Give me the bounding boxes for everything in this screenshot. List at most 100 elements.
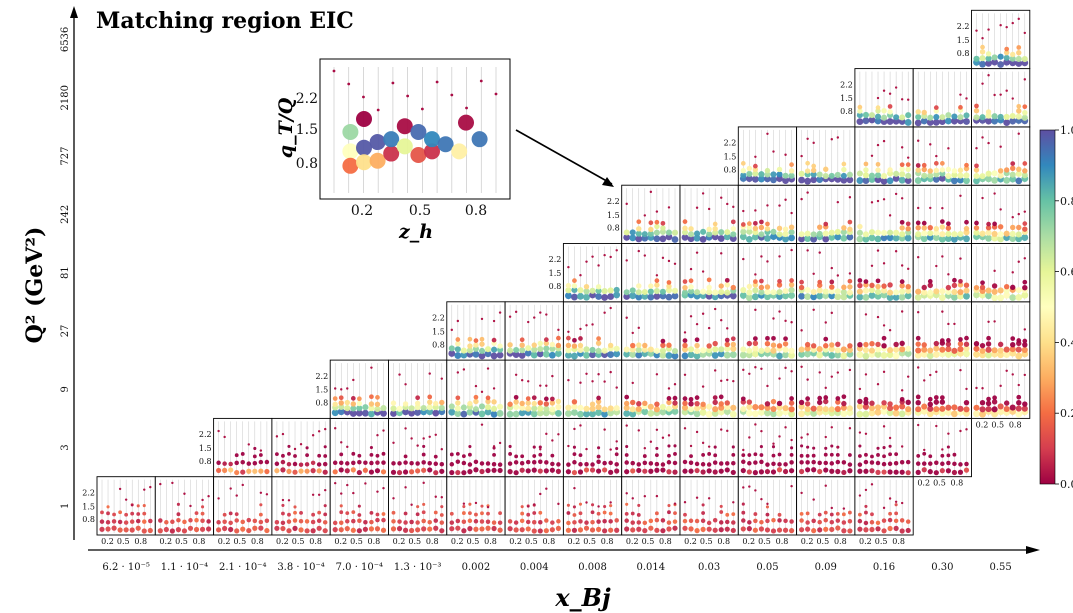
- panel-point: [713, 445, 717, 449]
- panel-point: [623, 350, 631, 358]
- panel-point: [979, 342, 986, 349]
- panel-q4-x15: [971, 243, 1031, 303]
- panel-point: [862, 231, 869, 238]
- panel-point: [648, 525, 654, 531]
- panel-point: [997, 168, 1004, 174]
- panel-point: [1015, 170, 1022, 177]
- panel-point: [712, 406, 719, 413]
- panel-point: [973, 177, 980, 185]
- panel-point: [216, 467, 222, 474]
- panel-point: [654, 453, 659, 458]
- panel-point-high: [689, 267, 693, 271]
- panel-point: [460, 351, 468, 359]
- colorbar-ticks: 0.00.20.40.60.81.0: [1055, 124, 1073, 491]
- panel-point: [654, 517, 660, 523]
- panel-point: [601, 347, 608, 354]
- panel-point: [788, 400, 795, 406]
- panel-point: [176, 512, 181, 517]
- panel-point: [590, 462, 595, 467]
- panel-point: [466, 347, 473, 354]
- panel-point-high: [567, 378, 570, 382]
- panel-point: [997, 341, 1004, 348]
- panel-point-high: [981, 82, 984, 85]
- panel-point-high: [790, 248, 793, 252]
- panel-point: [636, 462, 642, 467]
- panel-point: [206, 526, 212, 532]
- panel-xtick-label: 0.5: [117, 537, 130, 546]
- panel-point: [899, 518, 905, 523]
- panel-point: [556, 519, 561, 524]
- panel-point: [653, 288, 660, 295]
- panel-point: [823, 343, 829, 349]
- panel-point-high: [800, 329, 803, 332]
- panel-point: [1016, 400, 1022, 406]
- panel-point: [946, 445, 950, 449]
- panel-point: [286, 519, 292, 524]
- panel-point: [751, 233, 759, 241]
- panel-xtick-label: 0.5: [700, 537, 713, 546]
- panel-point: [847, 278, 853, 284]
- panel-point-high: [754, 273, 757, 276]
- panel-point: [840, 176, 848, 184]
- panel-point-high: [434, 495, 437, 498]
- panel-point-high: [334, 387, 337, 390]
- panel-point: [310, 460, 316, 466]
- panel-point: [337, 408, 345, 416]
- panel-point: [940, 338, 945, 343]
- panel-point: [525, 400, 531, 406]
- panel-point: [700, 401, 706, 408]
- panel-point-high: [1023, 31, 1026, 35]
- panel-point: [706, 343, 712, 349]
- panel-point-high: [567, 444, 570, 448]
- panel-point: [350, 527, 356, 533]
- panel-point: [356, 405, 363, 412]
- panel-point: [740, 172, 747, 179]
- panel-point: [589, 351, 596, 359]
- panel-point: [730, 226, 736, 232]
- panel-q5-x14: [912, 184, 972, 244]
- panel-point: [240, 526, 246, 532]
- panel-point: [374, 406, 381, 413]
- panel-point-high: [643, 254, 647, 257]
- panel-point: [951, 404, 958, 411]
- panel-point: [985, 175, 992, 183]
- inset-panel: 0.81.52.20.2 0.5 0.8 q_T/Q z_h: [275, 58, 511, 243]
- panel-point-high: [784, 198, 787, 201]
- x-bin-label: 0.09: [815, 562, 837, 573]
- panel-point: [142, 511, 147, 516]
- panel-point: [979, 114, 986, 121]
- panel-point: [771, 517, 776, 523]
- panel-q8-x15: 0.81.52.2: [957, 9, 1031, 70]
- panel-point: [519, 460, 525, 466]
- panel-point: [863, 341, 869, 348]
- panel-point: [448, 345, 455, 352]
- panel-point: [699, 409, 707, 416]
- panel-point: [940, 395, 945, 400]
- panel-point: [789, 162, 794, 167]
- panel-point: [1003, 346, 1010, 353]
- panel-point: [629, 287, 636, 294]
- panel-point: [758, 289, 765, 296]
- panel-point: [783, 462, 788, 467]
- panel-point: [776, 343, 783, 349]
- panel-point: [752, 170, 759, 177]
- panel-point: [222, 519, 227, 524]
- panel-point: [228, 467, 234, 473]
- panel-point: [944, 117, 952, 125]
- panel-point: [345, 461, 350, 466]
- panel-point: [874, 408, 882, 416]
- panel-point: [532, 445, 536, 449]
- panel-point: [555, 342, 562, 349]
- panel-point: [939, 346, 946, 353]
- panel-point-high: [287, 499, 291, 502]
- panel-point: [688, 401, 694, 407]
- panel-point: [403, 460, 408, 465]
- panel-point: [448, 350, 456, 357]
- inset-point-high: [391, 81, 395, 85]
- panel-point: [915, 288, 922, 295]
- panel-point: [549, 345, 556, 353]
- panel-point: [985, 225, 992, 231]
- panel-point: [409, 519, 414, 525]
- panel-point: [856, 293, 864, 301]
- panel-point: [933, 345, 940, 352]
